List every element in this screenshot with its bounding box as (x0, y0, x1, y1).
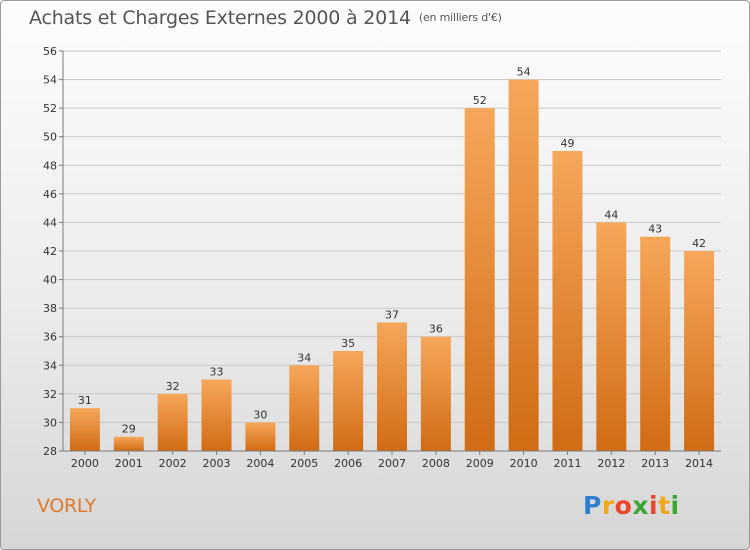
x-tick-label: 2013 (641, 457, 669, 470)
logo-letter: t (658, 491, 671, 520)
x-tick-label: 2004 (246, 457, 274, 470)
logo-letter: r (601, 491, 615, 520)
y-tick-label: 28 (43, 445, 57, 458)
x-tick-label: 2009 (466, 457, 494, 470)
logo-letter: P (583, 491, 602, 520)
y-tick-label: 34 (43, 359, 57, 372)
data-label-2013: 43 (648, 223, 662, 236)
x-tick-label: 2011 (553, 457, 581, 470)
data-label-2001: 29 (122, 423, 136, 436)
bar-2008 (420, 336, 451, 451)
data-label-2003: 33 (210, 366, 224, 379)
bar-2006 (333, 351, 364, 451)
data-label-2012: 44 (604, 208, 618, 221)
y-tick-label: 50 (43, 131, 57, 144)
bar-2010 (508, 79, 539, 452)
x-tick-label: 2000 (71, 457, 99, 470)
logo-letter: o (614, 491, 633, 520)
data-label-2006: 35 (341, 337, 355, 350)
data-labels: 31 29 32 33 30 34 35 37 36 52 54 49 44 43 42 (78, 66, 706, 436)
x-tick-label: 2002 (159, 457, 187, 470)
x-tick-label: 2007 (378, 457, 406, 470)
y-tick-label: 44 (43, 216, 57, 229)
y-tick-label: 52 (43, 102, 57, 115)
bar-2003 (201, 379, 232, 451)
data-label-2014: 42 (692, 237, 706, 250)
bar-2014 (684, 251, 715, 451)
y-tick-label: 46 (43, 188, 57, 201)
bar-2011 (552, 151, 583, 451)
x-tick-label: 2014 (685, 457, 713, 470)
bar-2007 (377, 322, 407, 451)
y-tick-label: 40 (43, 274, 57, 287)
y-tick-label: 36 (43, 331, 57, 344)
data-label-2010: 54 (517, 66, 531, 79)
data-label-2000: 31 (78, 394, 92, 407)
bar-2012 (596, 222, 627, 451)
data-label-2002: 32 (166, 380, 180, 393)
y-tick-label: 42 (43, 245, 57, 258)
bar-2002 (157, 393, 188, 451)
x-tick-label: 2012 (597, 457, 625, 470)
y-tick-label: 32 (43, 388, 57, 401)
bar-2000 (69, 408, 100, 451)
x-tick-label: 2005 (290, 457, 318, 470)
bar-2009 (464, 108, 495, 452)
data-label-2008: 36 (429, 323, 443, 336)
data-label-2005: 34 (297, 351, 311, 364)
x-tick-label: 2003 (203, 457, 231, 470)
proxiti-logo[interactable]: Proxiti (583, 491, 680, 520)
data-label-2009: 52 (473, 94, 487, 107)
bar-2001 (113, 436, 144, 451)
bars (69, 79, 715, 452)
y-tick-label: 38 (43, 302, 57, 315)
logo-letter: i (649, 491, 659, 520)
y-tick-label: 54 (43, 74, 57, 87)
chart-title: Achats et Charges Externes 2000 à 2014 (e… (29, 7, 502, 29)
y-tick-label: 56 (43, 45, 57, 58)
data-label-2004: 30 (253, 408, 267, 421)
commune-name: VORLY (37, 495, 96, 517)
axes: 28 30 32 34 36 38 40 42 44 46 48 50 52 54 56 2000 2001 20… (43, 45, 721, 470)
y-tick-label: 30 (43, 416, 57, 429)
logo-letter: i (670, 491, 680, 520)
x-tick-label: 2006 (334, 457, 362, 470)
unit-note: (en milliers d'€) (418, 11, 502, 24)
logo-letter: x (632, 491, 649, 520)
x-tick-label: 2010 (510, 457, 538, 470)
data-label-2007: 37 (385, 308, 399, 321)
chart-title-text: Achats et Charges Externes 2000 à 2014 (29, 7, 411, 29)
bar-2004 (245, 422, 276, 451)
data-label-2011: 49 (560, 137, 574, 150)
x-tick-label: 2001 (115, 457, 143, 470)
y-tick-label: 48 (43, 159, 57, 172)
bar-2005 (289, 365, 320, 451)
x-tick-label: 2008 (422, 457, 450, 470)
bar-2013 (640, 236, 671, 451)
